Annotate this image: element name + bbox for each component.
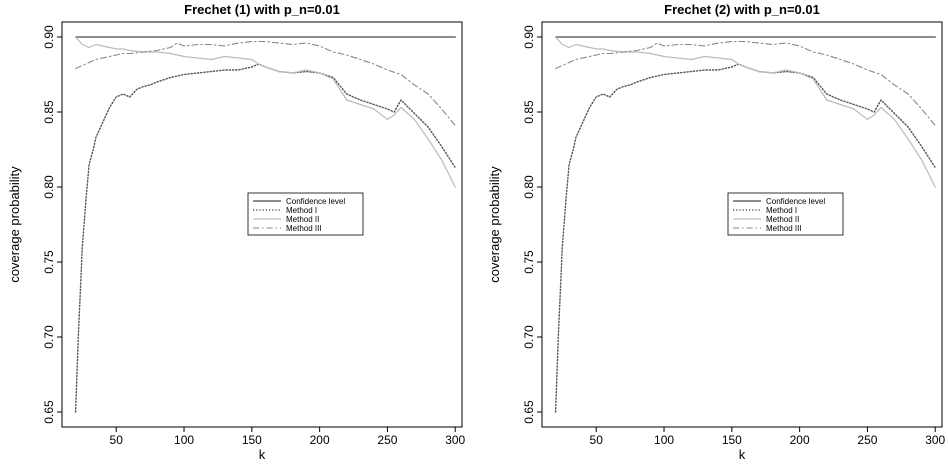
chart-title: Frechet (1) with p_n=0.01 bbox=[184, 2, 340, 17]
x-tick-label: 300 bbox=[925, 433, 945, 447]
legend-label: Method I bbox=[766, 206, 797, 215]
y-axis-label: coverage probability bbox=[7, 166, 22, 283]
x-tick-label: 200 bbox=[310, 433, 330, 447]
chart-panel-2: Frechet (2) with p_n=0.01 50 100 150 200 250 3… bbox=[487, 2, 946, 462]
y-tick-label: 0.75 bbox=[522, 250, 536, 274]
x-axis-label: k bbox=[739, 447, 746, 462]
y-axis-label: coverage probability bbox=[487, 166, 502, 283]
x-tick-label: 100 bbox=[174, 433, 194, 447]
x-tick-label: 100 bbox=[654, 433, 674, 447]
legend-label: Method II bbox=[286, 215, 319, 224]
y-tick-label: 0.90 bbox=[522, 25, 536, 49]
legend-label: Method II bbox=[766, 215, 799, 224]
legend-label: Method III bbox=[766, 224, 802, 233]
y-tick-label: 0.80 bbox=[42, 175, 56, 199]
series-line-method-ii bbox=[554, 36, 936, 188]
y-tick-label: 0.75 bbox=[42, 250, 56, 274]
x-tick-label: 150 bbox=[722, 433, 742, 447]
y-tick-label: 0.65 bbox=[42, 400, 56, 424]
y-tick-label: 0.85 bbox=[42, 100, 56, 124]
y-tick-label: 0.70 bbox=[522, 325, 536, 349]
plot-frame bbox=[61, 21, 463, 428]
series-line-method-ii bbox=[74, 36, 456, 188]
legend-label: Method I bbox=[286, 206, 317, 215]
y-tick-label: 0.65 bbox=[522, 400, 536, 424]
series-line-method-i bbox=[554, 63, 936, 413]
legend-label: Confidence level bbox=[286, 197, 345, 206]
x-tick-label: 50 bbox=[110, 433, 124, 447]
x-tick-label: 150 bbox=[242, 433, 262, 447]
x-axis-label: k bbox=[259, 447, 266, 462]
x-tick-label: 250 bbox=[377, 433, 397, 447]
legend-label: Method III bbox=[286, 224, 322, 233]
x-tick-label: 300 bbox=[445, 433, 465, 447]
legend-label: Confidence level bbox=[766, 197, 825, 206]
x-tick-label: 250 bbox=[857, 433, 877, 447]
chart-panel-1: Frechet (1) with p_n=0.01 50 100 150 200 250 3… bbox=[7, 2, 466, 462]
y-tick-label: 0.70 bbox=[42, 325, 56, 349]
y-tick-label: 0.85 bbox=[522, 100, 536, 124]
series-line-method-iii bbox=[75, 40, 456, 127]
y-tick-label: 0.90 bbox=[42, 25, 56, 49]
y-tick-label: 0.80 bbox=[522, 175, 536, 199]
chart-title: Frechet (2) with p_n=0.01 bbox=[664, 2, 820, 17]
series-line-method-i bbox=[74, 63, 456, 413]
x-tick-label: 200 bbox=[790, 433, 810, 447]
x-tick-label: 50 bbox=[590, 433, 604, 447]
plot-frame bbox=[541, 21, 943, 428]
series-line-method-iii bbox=[555, 40, 936, 127]
